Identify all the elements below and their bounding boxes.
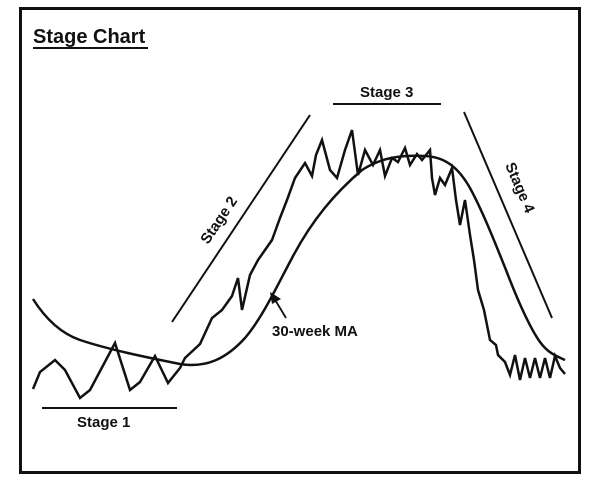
stage1-label: Stage 1 (77, 414, 130, 431)
chart-title: Stage Chart (33, 26, 146, 48)
stage4-line (463, 111, 553, 319)
stage2-label: Stage 2 (197, 193, 241, 247)
moving-average-label: 30-week MA (272, 323, 358, 340)
moving-average-line (31, 154, 566, 367)
annotation-arrow-head (270, 292, 281, 304)
stage2-line (171, 114, 311, 323)
stage3-label: Stage 3 (360, 84, 413, 101)
diagram-frame (19, 7, 581, 474)
stage4-label: Stage 4 (501, 160, 538, 216)
price-line (31, 129, 566, 400)
